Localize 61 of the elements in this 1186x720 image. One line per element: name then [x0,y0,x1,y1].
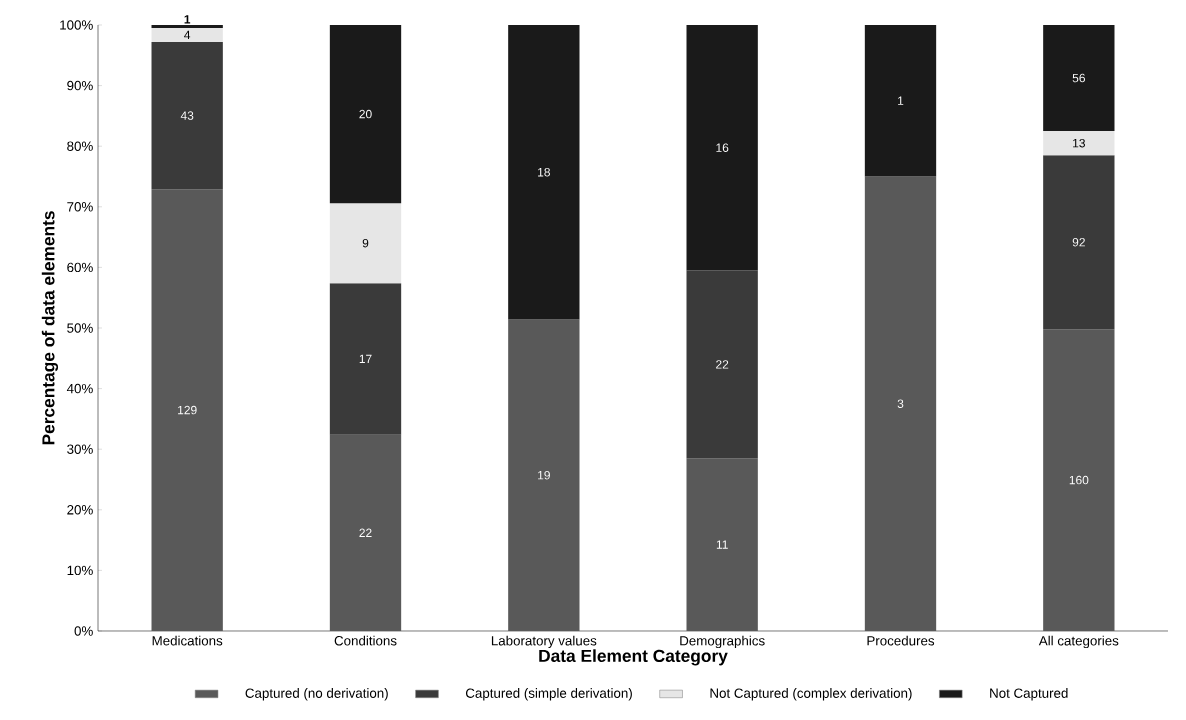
annotation: 22 [359,528,372,537]
bar [508,24,580,320]
annotation: 20 [359,109,372,119]
x-tick-label: Laboratory values [491,635,597,649]
y-tick-label: 10% [67,565,93,576]
text: 1 [184,15,191,24]
y-tick-label: 90% [67,80,93,91]
bar [864,24,937,177]
y-tick-label: 0% [74,626,93,636]
bar [1043,329,1115,631]
bar [151,24,223,29]
bar [329,203,402,284]
x-axis-title: Data Element Category [539,649,728,666]
x-tick-label: Procedures [867,635,935,646]
legend-label: Not Captured (complex derivation) [710,688,912,701]
annotation: 16 [716,143,729,152]
annotation: 18 [538,167,550,177]
bar [508,319,580,631]
x-tick-label: All categories [1038,635,1119,649]
y-tick-label: 20% [67,505,93,515]
annotation: 9 [362,238,369,248]
bar [151,28,223,42]
bar [151,41,223,190]
x-tick-label: Conditions [334,635,397,646]
bar [686,24,758,271]
bar [151,189,223,631]
x-tick-label: Medications [152,635,223,646]
y-tick-label: 40% [66,383,93,394]
annotation: 129 [178,405,197,415]
bar [329,24,402,204]
y-tick-label: 30% [67,444,93,454]
y-tick-label: 60% [67,262,93,273]
bar [864,176,937,631]
annotation: 3 [897,399,904,408]
y-tick-label: 70% [67,202,93,212]
annotation: 56 [1072,73,1085,83]
bar [1043,155,1115,330]
bar [1043,131,1115,156]
bar [329,283,402,435]
bar [329,434,402,631]
y-tick-label: 80% [67,141,93,151]
annotation: 19 [538,470,550,480]
annotation: 43 [180,111,194,120]
bar [686,458,758,631]
annotation: 160 [1069,475,1089,485]
y-tick-label: 50% [67,323,93,333]
annotation: 92 [1072,237,1085,247]
annotation: 11 [716,540,728,549]
legend-label: Captured (simple derivation) [465,688,632,701]
x-tick-label: Demographics [680,635,765,649]
annotation: 1 [898,96,904,105]
legend-label: Captured (no derivation) [245,688,388,701]
annotation: 4 [184,30,191,40]
annotation: 13 [1073,138,1085,148]
legend-label: Not Captured [990,688,1068,701]
bar [686,270,758,459]
annotation: 17 [359,354,372,364]
y-axis-title: Percentage of data elements [41,211,59,445]
annotation: 22 [716,360,729,369]
y-tick-label: 100% [60,20,93,30]
bar [1043,24,1115,132]
